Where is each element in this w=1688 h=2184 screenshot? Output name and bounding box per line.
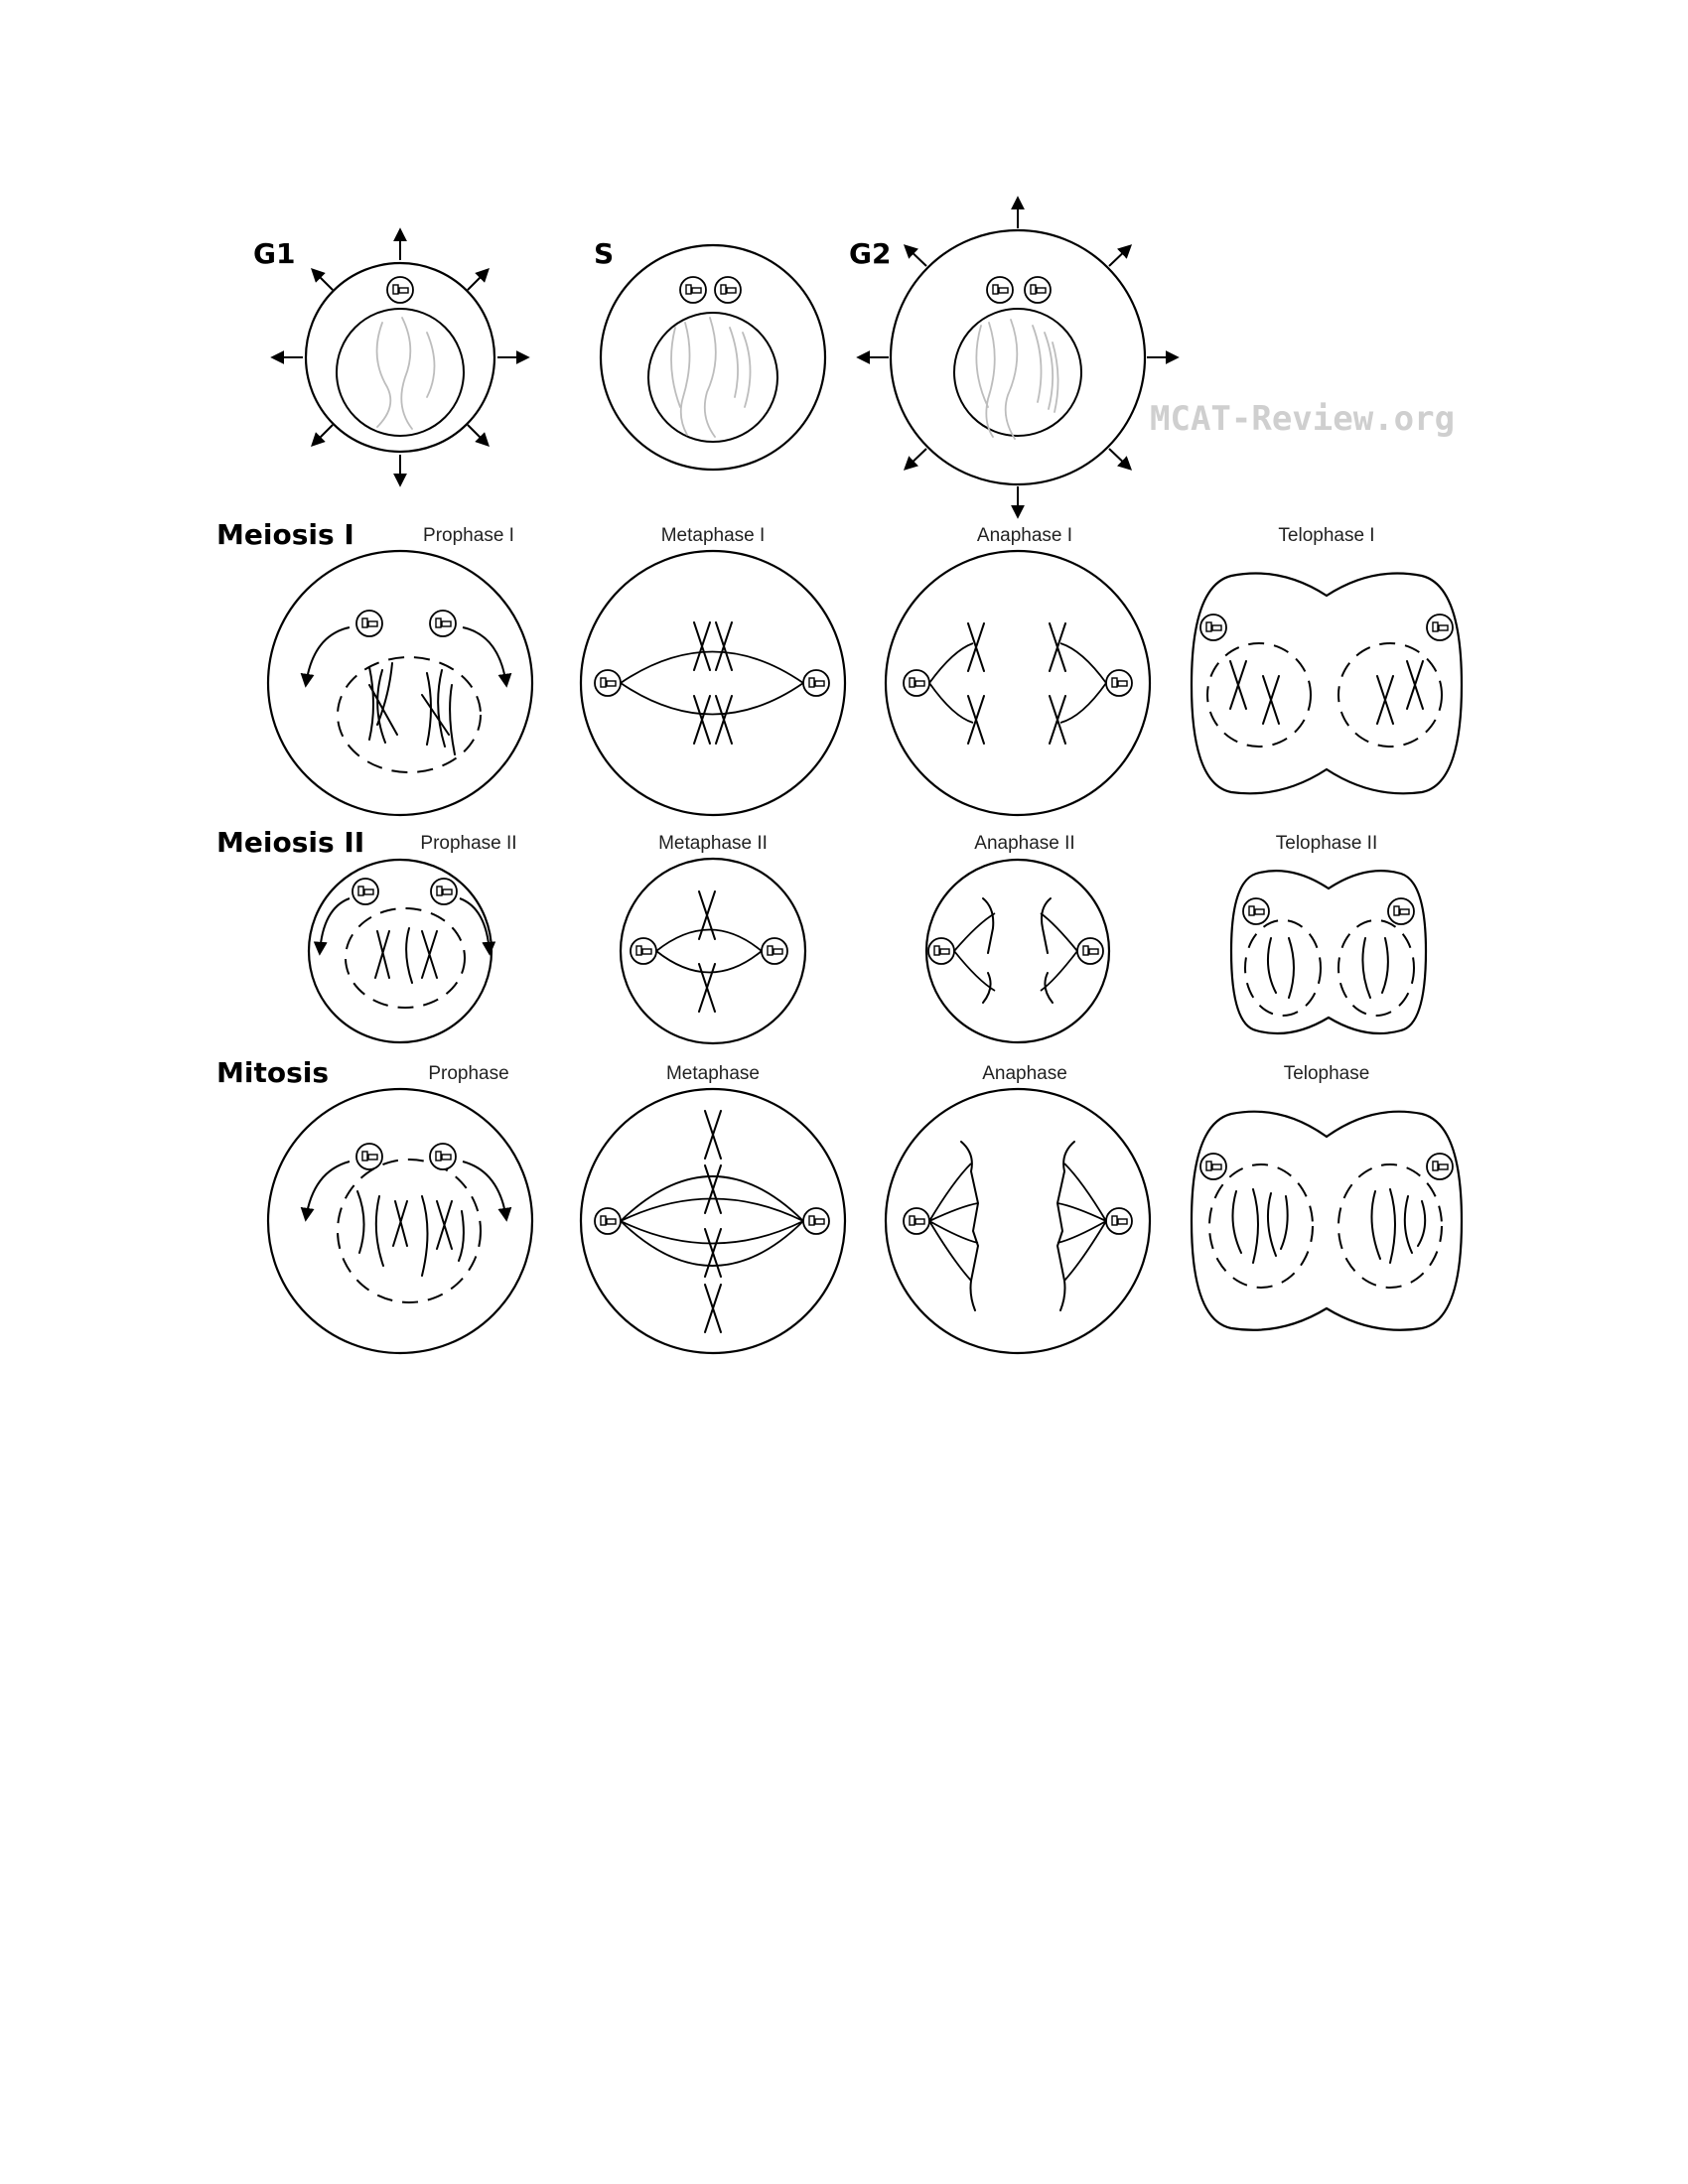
watermark: MCAT-Review.org (1150, 399, 1455, 439)
meiosis-i-label: Meiosis I (216, 518, 354, 551)
telophase-i-label: Telophase I (1278, 525, 1374, 546)
prophase-ii-cell (307, 858, 496, 1044)
telophase-ii-cell (1229, 870, 1428, 1035)
g1-cell (270, 227, 530, 487)
anaphase-i-label: Anaphase I (977, 525, 1072, 546)
anaphase-ii-cell (924, 858, 1111, 1044)
s-phase-cell (599, 243, 827, 472)
metaphase-label: Metaphase (666, 1063, 760, 1084)
metaphase-i-cell (579, 549, 847, 817)
prophase-cell (266, 1087, 534, 1355)
anaphase-ii-label: Anaphase II (974, 833, 1074, 854)
s-label: S (594, 237, 614, 270)
anaphase-label: Anaphase (982, 1063, 1067, 1084)
g2-label: G2 (849, 237, 891, 270)
anaphase-cell (884, 1087, 1152, 1355)
metaphase-ii-label: Metaphase II (658, 833, 768, 854)
prophase-i-label: Prophase I (423, 525, 514, 546)
telophase-label: Telophase (1284, 1063, 1370, 1084)
telophase-i-cell (1190, 572, 1464, 795)
g1-label: G1 (253, 237, 295, 270)
metaphase-ii-cell (619, 857, 807, 1045)
metaphase-cell (579, 1087, 847, 1355)
prophase-ii-label: Prophase II (420, 833, 516, 854)
prophase-label: Prophase (428, 1063, 508, 1084)
meiosis-ii-label: Meiosis II (216, 826, 364, 859)
anaphase-i-cell (884, 549, 1152, 817)
telophase-cell (1190, 1110, 1464, 1331)
metaphase-i-label: Metaphase I (661, 525, 766, 546)
telophase-ii-label: Telophase II (1276, 833, 1377, 854)
prophase-i-cell (266, 549, 534, 817)
mitosis-label: Mitosis (216, 1056, 329, 1089)
g2-cell (856, 196, 1180, 519)
